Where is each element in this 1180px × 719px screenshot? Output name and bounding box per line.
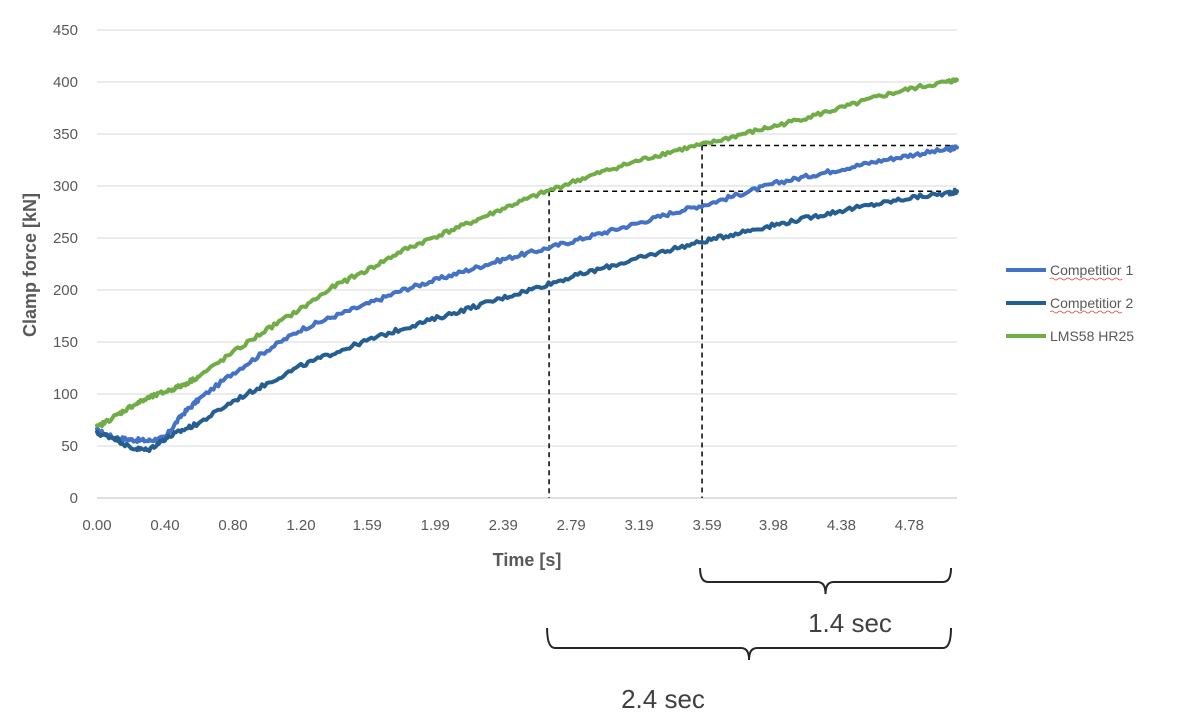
y-axis-title: Clamp force [kN]	[20, 193, 40, 337]
annotation-brace	[546, 627, 952, 661]
y-tick-label: 200	[53, 282, 78, 299]
y-tick-label: 400	[53, 74, 78, 91]
x-tick-label: 0.80	[218, 517, 247, 534]
y-gridlines	[97, 29, 957, 447]
legend-label: Competitior 2	[1050, 295, 1133, 311]
y-tick-label: 450	[53, 22, 78, 39]
x-tick-label: 0.40	[150, 517, 179, 534]
spellcheck-underline	[1049, 277, 1123, 281]
annotation-label: 1.4 sec	[808, 608, 892, 638]
legend-label: LMS58 HR25	[1050, 328, 1134, 344]
legend-label: Competitior 1	[1050, 262, 1133, 278]
legend: Competitior 1 Competitior 2 LMS58 HR25	[1006, 262, 1134, 344]
y-tick-label: 0	[70, 490, 78, 507]
series-line-3	[95, 77, 959, 429]
series-line-2	[95, 187, 959, 453]
x-tick-label: 1.59	[353, 517, 382, 534]
y-tick-label: 100	[53, 386, 78, 403]
annotation-brace	[699, 567, 952, 595]
x-tick-label: 3.19	[625, 517, 654, 534]
annotation-braces: 2.4 sec 1.4 sec	[546, 567, 952, 714]
x-tick-label: 4.78	[895, 517, 924, 534]
y-tick-label: 350	[53, 126, 78, 143]
y-tick-label: 250	[53, 230, 78, 247]
x-tick-label: 4.38	[827, 517, 856, 534]
y-tick-label: 300	[53, 178, 78, 195]
x-axis-title: Time [s]	[493, 550, 562, 570]
series-line-1	[95, 144, 959, 444]
x-tick-label: 1.99	[421, 517, 450, 534]
series-lines	[95, 77, 959, 453]
annotation-label: 2.4 sec	[621, 684, 705, 714]
x-tick-labels: 0.00 0.40 0.80 1.20 1.59 1.99 2.39 2.79 3.19 3.59…	[82, 517, 924, 534]
x-tick-label: 2.39	[489, 517, 518, 534]
x-tick-label: 3.59	[693, 517, 722, 534]
x-tick-label: 3.98	[759, 517, 788, 534]
spellcheck-underline	[1049, 310, 1123, 314]
y-tick-labels: 0 50 100 150 200 250 300 350 400 450	[53, 22, 78, 507]
x-tick-label: 2.79	[557, 517, 586, 534]
x-tick-label: 1.20	[286, 517, 315, 534]
y-tick-label: 50	[61, 438, 78, 455]
x-tick-label: 0.00	[82, 517, 111, 534]
y-tick-label: 150	[53, 334, 78, 351]
